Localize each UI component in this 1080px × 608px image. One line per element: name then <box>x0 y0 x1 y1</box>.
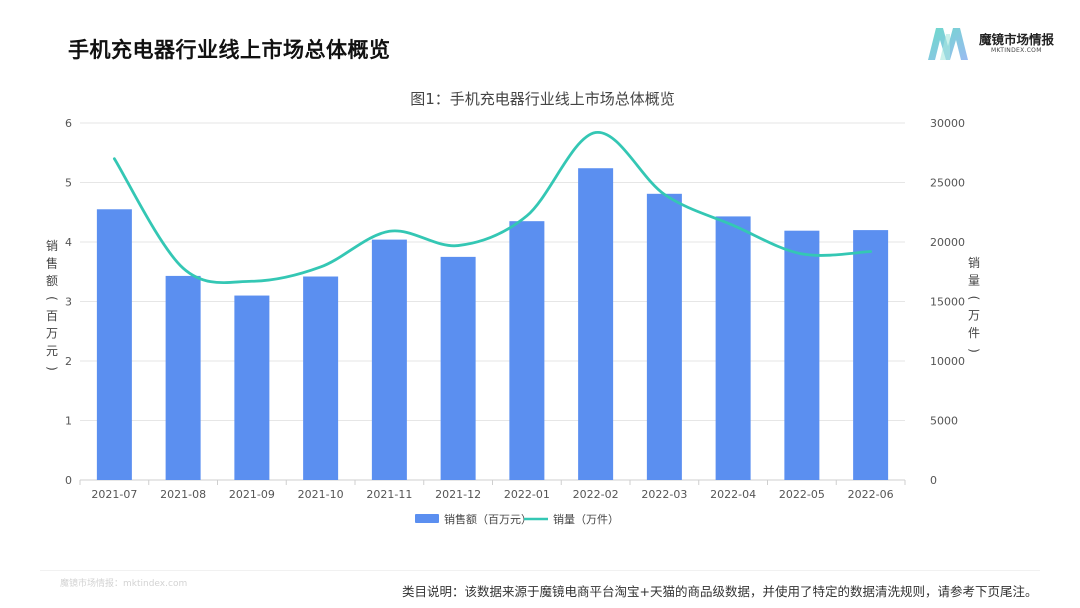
x-tick-label: 2021-10 <box>298 488 344 501</box>
line-volume <box>112 131 873 285</box>
x-tick-label: 2021-09 <box>229 488 275 501</box>
y-right-axis-title: 万 <box>968 309 980 323</box>
y-left-axis-title: ( <box>45 296 59 301</box>
x-tick-label: 2021-07 <box>91 488 137 501</box>
y-right-tick-label: 0 <box>930 474 937 487</box>
legend-label-volume: 销量（万件） <box>553 512 619 526</box>
y-left-axis-title: 销 <box>46 239 58 253</box>
x-tick-label: 2021-12 <box>435 488 481 501</box>
bar-sales <box>165 275 201 480</box>
bar-sales <box>509 221 545 481</box>
y-left-tick-label: 0 <box>65 474 72 487</box>
y-right-axis-title: ) <box>967 348 981 353</box>
y-right-tick-label: 20000 <box>930 236 965 249</box>
x-tick-label: 2022-02 <box>573 488 619 501</box>
bar-sales <box>96 209 132 480</box>
y-left-tick-label: 6 <box>65 117 72 130</box>
page-title: 手机充电器行业线上市场总体概览 <box>68 38 391 62</box>
y-left-axis-title: 元 <box>46 344 58 358</box>
y-right-axis-title: ( <box>967 296 981 301</box>
y-right-tick-label: 10000 <box>930 355 965 368</box>
bar-sales <box>784 230 820 480</box>
y-right-tick-label: 15000 <box>930 296 965 309</box>
y-left-axis-title: 售 <box>46 256 58 271</box>
y-left-tick-label: 4 <box>65 236 72 249</box>
x-tick-label: 2022-01 <box>504 488 550 501</box>
y-right-axis-title: 件 <box>968 326 980 340</box>
legend-swatch-sales <box>415 514 439 523</box>
y-right-axis-title: 销 <box>968 256 980 270</box>
x-tick-label: 2022-03 <box>641 488 687 501</box>
legend-label-sales: 销售额（百万元） <box>444 512 532 526</box>
x-tick-label: 2021-11 <box>366 488 412 501</box>
x-tick-label: 2022-06 <box>848 488 894 501</box>
y-left-tick-label: 5 <box>65 177 72 190</box>
y-right-tick-label: 30000 <box>930 117 965 130</box>
bar-sales <box>715 216 751 481</box>
y-right-axis-title: 量 <box>968 274 980 288</box>
bar-sales <box>371 239 407 480</box>
y-left-axis-title: ) <box>45 366 59 371</box>
bar-sales <box>578 168 614 480</box>
bar-sales <box>440 256 476 480</box>
bar-sales <box>234 295 270 480</box>
x-tick-label: 2022-04 <box>710 488 756 501</box>
x-tick-label: 2021-08 <box>160 488 206 501</box>
footnote: 类目说明：该数据来源于魔镜电商平台淘宝+天猫的商品级数据，并使用了特定的数据清洗… <box>402 584 1038 599</box>
brand-logo: 魔镜市场情报 MKTINDEX.COM <box>926 24 1066 64</box>
bar-sales <box>303 276 339 480</box>
logo-subtitle: MKTINDEX.COM <box>991 47 1042 54</box>
chart-title: 图1：手机充电器行业线上市场总体概览 <box>410 90 675 108</box>
x-tick-label: 2022-05 <box>779 488 825 501</box>
y-left-axis-title: 额 <box>46 274 58 288</box>
y-right-tick-label: 5000 <box>930 415 958 428</box>
bar-sales <box>646 193 682 480</box>
footer-divider <box>40 570 1040 571</box>
y-left-axis-title: 万 <box>46 327 58 341</box>
watermark: 魔镜市场情报：mktindex.com <box>60 579 188 589</box>
bar-sales <box>853 230 889 480</box>
y-right-tick-label: 25000 <box>930 177 965 190</box>
logo-name: 魔镜市场情报 <box>979 32 1055 47</box>
y-left-axis-title: 百 <box>46 309 58 323</box>
logo-mark-icon <box>928 28 968 60</box>
y-left-tick-label: 3 <box>65 296 72 309</box>
y-left-tick-label: 2 <box>65 355 72 368</box>
y-left-tick-label: 1 <box>65 415 72 428</box>
